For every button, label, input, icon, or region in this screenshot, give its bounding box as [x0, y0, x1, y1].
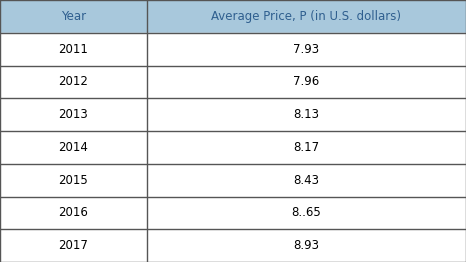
Text: Average Price, P (in U.S. dollars): Average Price, P (in U.S. dollars): [212, 10, 401, 23]
Text: Year: Year: [61, 10, 86, 23]
Text: 2013: 2013: [59, 108, 88, 121]
Bar: [0, 98, 466, 131]
Text: 2014: 2014: [58, 141, 89, 154]
Bar: [0, 66, 466, 98]
Text: 7.93: 7.93: [293, 43, 320, 56]
Bar: [0, 229, 466, 262]
Bar: [0, 196, 466, 229]
Text: 2011: 2011: [58, 43, 89, 56]
Text: 2012: 2012: [58, 75, 89, 88]
Text: 8.43: 8.43: [294, 174, 319, 187]
Bar: [0, 164, 466, 196]
Text: 8..65: 8..65: [292, 206, 321, 219]
Bar: [0, 33, 466, 66]
Text: 2017: 2017: [58, 239, 89, 252]
Text: 7.96: 7.96: [293, 75, 320, 88]
Bar: [0, 131, 466, 164]
Text: 8.13: 8.13: [294, 108, 319, 121]
Text: 8.17: 8.17: [293, 141, 320, 154]
Text: 8.93: 8.93: [294, 239, 319, 252]
Text: 2015: 2015: [59, 174, 88, 187]
Text: 2016: 2016: [58, 206, 89, 219]
Bar: [0, 0, 466, 33]
